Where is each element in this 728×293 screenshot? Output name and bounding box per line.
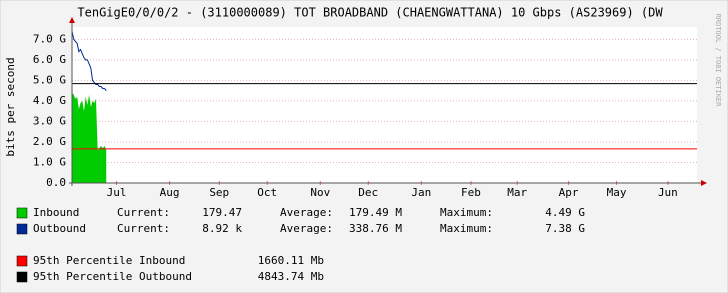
- y-tick-label: 2.0 G: [33, 135, 66, 148]
- watermark: RRDTOOL / TOBI OETIKER: [714, 14, 722, 108]
- x-tick-label: Dec: [358, 186, 378, 199]
- legend-stat: Average:: [280, 206, 333, 219]
- legend-label: 95th Percentile Outbound: [33, 270, 192, 283]
- y-axis-label: bits per second: [4, 57, 17, 156]
- chart-title: TenGigE0/0/0/2 - (3110000089) TOT BROADB…: [77, 6, 663, 20]
- x-tick-label: Feb: [461, 186, 481, 199]
- legend-stat: Current:: [117, 206, 170, 219]
- legend-stat: 179.47: [202, 206, 242, 219]
- y-tick-label: 5.0 G: [33, 73, 66, 86]
- x-tick-label: Jan: [411, 186, 431, 199]
- y-tick-label: 7.0 G: [33, 32, 66, 45]
- legend-stat: 8.92 k: [202, 222, 242, 235]
- legend-value: 1660.11 Mb: [258, 254, 324, 267]
- legend-label: 95th Percentile Inbound: [33, 254, 185, 267]
- x-tick-label: Apr: [559, 186, 579, 199]
- y-tick-label: 0.0: [46, 176, 66, 189]
- x-tick-label: May: [607, 186, 627, 199]
- outbound-line: [71, 31, 107, 91]
- legend-stat: Maximum:: [440, 222, 493, 235]
- legend-stat: 338.76 M: [349, 222, 402, 235]
- y-tick-label: 4.0 G: [33, 94, 66, 107]
- legend-stat: 7.38 G: [545, 222, 585, 235]
- x-tick-label: Aug: [160, 186, 180, 199]
- x-tick-label: Nov: [310, 186, 330, 199]
- x-tick-label: Oct: [257, 186, 277, 199]
- legend-value: 4843.74 Mb: [258, 270, 324, 283]
- legend-label: Outbound: [33, 222, 86, 235]
- legend-swatch: [16, 223, 28, 235]
- legend-label: Inbound: [33, 206, 79, 219]
- legend-stat: Average:: [280, 222, 333, 235]
- legend-stat: 179.49 M: [349, 206, 402, 219]
- y-tick-label: 6.0 G: [33, 53, 66, 66]
- legend-stat: 4.49 G: [545, 206, 585, 219]
- y-tick-label: 3.0 G: [33, 114, 66, 127]
- x-tick-label: Jun: [658, 186, 678, 199]
- legend-stat: Maximum:: [440, 206, 493, 219]
- legend-swatch: [16, 207, 28, 219]
- x-axis-arrow: [701, 180, 707, 186]
- inbound-area: [72, 92, 107, 183]
- plot-area: [72, 27, 697, 183]
- legend-swatch: [16, 271, 28, 283]
- y-axis-arrow: [69, 17, 75, 23]
- x-tick-label: Mar: [507, 186, 527, 199]
- x-tick-label: Jul: [107, 186, 127, 199]
- y-tick-label: 1.0 G: [33, 155, 66, 168]
- legend-swatch: [16, 255, 28, 267]
- legend-stat: Current:: [117, 222, 170, 235]
- x-tick-label: Sep: [209, 186, 229, 199]
